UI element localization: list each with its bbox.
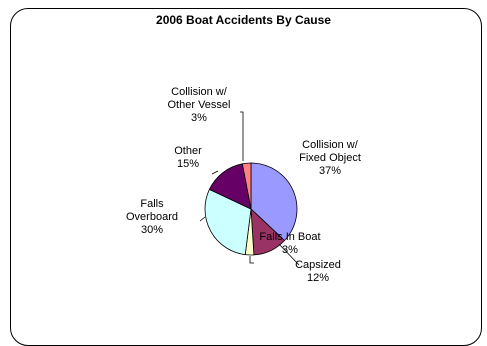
pie-slice-collision-fixed-object — [250, 162, 298, 242]
leader-line-other — [211, 170, 219, 175]
slice-label-falls-in-boat: Falls In Boat 3% — [259, 231, 320, 256]
slice-label-falls-overboard: Falls Overboard 30% — [126, 198, 178, 236]
leader-line-capsized — [278, 243, 300, 266]
pie-slice-collision-other-vessel — [241, 162, 252, 210]
leader-line-collision-other-vessel — [240, 111, 244, 161]
leader-line-falls-in-boat — [249, 256, 254, 264]
slice-label-collision-fixed-object: Collision w/Fixed Object 37% — [299, 139, 361, 177]
slice-label-capsized: Capsized 12% — [295, 259, 341, 284]
chart-title: 2006 Boat Accidents By Cause — [156, 13, 331, 27]
pie-slice-falls-overboard — [204, 188, 252, 256]
slice-label-collision-other-vessel: Collision w/Other Vessel 3% — [168, 86, 231, 124]
leader-line-falls-overboard — [199, 216, 206, 222]
slice-label-other: Other 15% — [174, 145, 202, 170]
